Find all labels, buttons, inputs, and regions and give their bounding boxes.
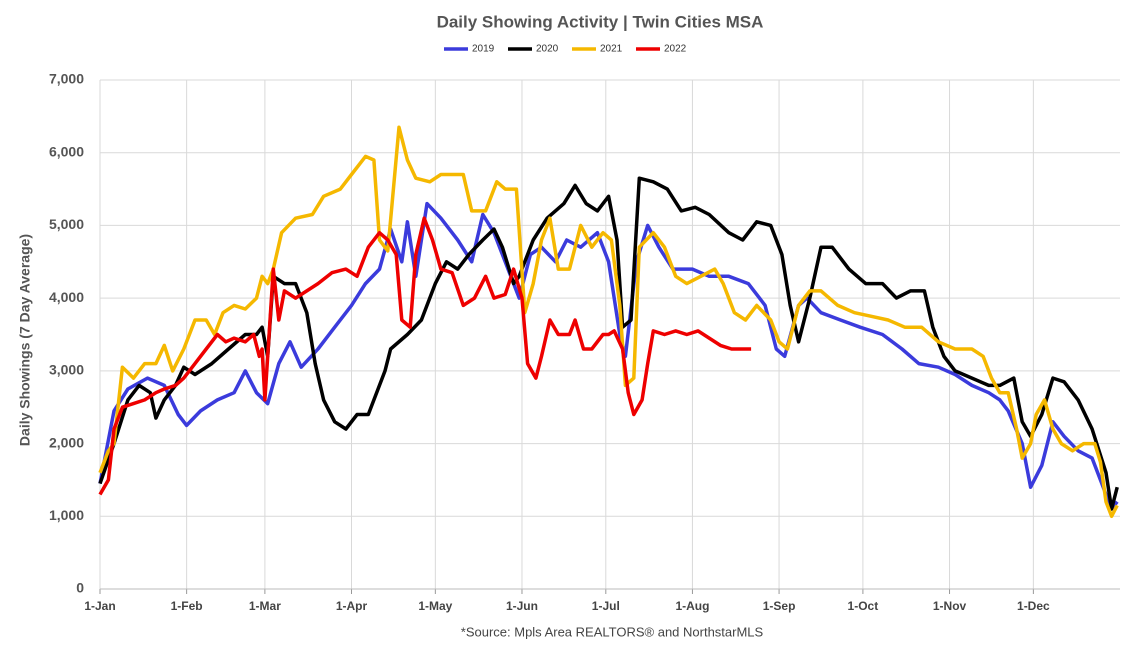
x-tick-label: 1-Aug [675,599,709,613]
x-tick-label: 1-Feb [171,599,203,613]
y-tick-label: 4,000 [49,289,84,305]
y-axis-label: Daily Showings (7 Day Average) [17,234,33,446]
x-tick-label: 1-Apr [336,599,368,613]
y-tick-label: 6,000 [49,143,84,159]
x-tick-label: 1-Mar [249,599,281,613]
legend-label: 2020 [536,44,559,55]
series-line [98,125,1119,519]
legend-label: 2022 [664,44,687,55]
y-tick-label: 7,000 [49,71,84,87]
legend-label: 2021 [600,44,623,55]
x-tick-label: 1-Nov [933,599,967,613]
series-line [98,201,1119,511]
legend-label: 2019 [472,44,495,55]
x-tick-label: 1-Dec [1017,599,1050,613]
x-tick-label: 1-Jul [592,599,620,613]
x-tick-label: 1-Oct [848,599,879,613]
x-tick-label: 1-May [418,599,452,613]
x-tick-label: 1-Jun [506,599,538,613]
source-note: *Source: Mpls Area REALTORS® and Northst… [461,624,764,639]
series-line [98,216,752,496]
y-tick-label: 0 [76,580,84,596]
series-line [98,176,1119,511]
y-tick-label: 1,000 [49,507,84,523]
chart-title: Daily Showing Activity | Twin Cities MSA [437,12,764,31]
x-tick-label: 1-Jan [84,599,115,613]
y-tick-label: 3,000 [49,362,84,378]
x-tick-label: 1-Sep [763,599,796,613]
y-tick-label: 2,000 [49,434,84,450]
y-tick-label: 5,000 [49,216,84,232]
